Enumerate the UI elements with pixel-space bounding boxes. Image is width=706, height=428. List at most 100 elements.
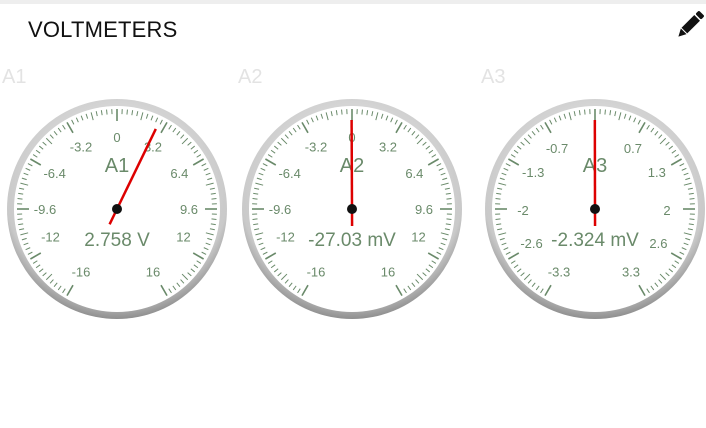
gauge-tick-mark (505, 163, 511, 167)
gauge-tick-mark (407, 285, 412, 291)
gauge-tick-mark (658, 279, 663, 284)
gauge-tick-mark (21, 237, 27, 241)
gauge-tick-mark (20, 232, 29, 236)
gauge-tick-mark (297, 288, 301, 294)
gauge-tick-mark (172, 285, 177, 291)
gauge-tick-mark (280, 137, 288, 145)
edit-button[interactable] (672, 6, 706, 46)
gauge-tick-label: -2 (517, 203, 529, 218)
gauge-tick-mark (262, 251, 268, 255)
gauge-tick-mark (510, 260, 516, 264)
gauge-tick-mark (501, 172, 507, 176)
gauge-tick-mark (21, 177, 27, 181)
gauge-tick-mark (254, 228, 260, 231)
gauge-tick-mark (260, 247, 266, 251)
gauge-tick-mark (544, 284, 552, 297)
gauge-tick-mark (415, 279, 420, 284)
gauge-tick-mark (665, 141, 670, 146)
gauge-tick-mark (35, 264, 41, 269)
gauge-tick-mark (273, 268, 279, 273)
gauge-tick-label: -3.3 (548, 264, 570, 279)
gauge-tick-label: -12 (276, 230, 295, 245)
gauge-tick-mark (395, 121, 403, 134)
gauge-tick-mark (411, 130, 416, 136)
gauge-tick-mark (90, 112, 94, 121)
gauge-reading: -27.03 mV (308, 230, 396, 251)
gauge-tick-mark (427, 252, 440, 260)
gauge-tick-mark (192, 158, 205, 166)
gauge-tick-mark (306, 119, 310, 125)
gauge-tick-mark (436, 163, 442, 167)
gauge-tick-mark (438, 247, 444, 251)
gauge-tick-mark (160, 284, 168, 297)
gauge-tick-mark (196, 154, 202, 158)
gauge-tick-label: 3.3 (622, 264, 640, 279)
gauge-tick-label: -6.4 (43, 166, 65, 181)
gauge-tick-mark (66, 121, 74, 134)
gauge-tick-mark (654, 130, 659, 136)
gauge-tick-mark (558, 115, 562, 121)
gauge-tick-mark (181, 273, 189, 281)
gauge-tick-mark (527, 134, 532, 139)
gauge-tick-mark (446, 218, 452, 220)
gauge-tick-mark (685, 177, 691, 181)
gauge-tick-mark (422, 141, 427, 146)
gauge-tick-mark (687, 187, 693, 190)
gauge-tick-mark (53, 282, 58, 288)
gauge-tick-mark (159, 119, 163, 125)
gauge-tick-mark (252, 218, 258, 220)
gauge-tick-mark (193, 149, 199, 154)
gauge-tick-mark (292, 127, 297, 133)
gauge-tick-mark (192, 252, 205, 260)
gauge-tick-mark (403, 288, 407, 294)
status-strip (0, 0, 706, 4)
gauge-tick-mark (681, 167, 687, 171)
gauge-tick-mark (280, 273, 288, 281)
gauge-tick-mark (403, 124, 407, 130)
gauge-tick-mark (288, 130, 293, 136)
gauge-tick-mark (190, 145, 196, 150)
gauge-tick-mark (267, 154, 273, 158)
gauge-tick-mark (440, 182, 449, 186)
gauge-tick-mark (19, 187, 25, 190)
gauge-tick-mark (544, 121, 552, 134)
gauge-tick-label: -9.6 (269, 202, 291, 217)
gauge-tick-mark (258, 242, 264, 246)
gauge-tick-mark (654, 282, 659, 288)
gauge-tick-mark (145, 113, 149, 119)
gauge-tick-mark (205, 172, 211, 176)
gauge-tick-mark (614, 111, 617, 117)
gauge-tick-mark (17, 198, 23, 200)
gauge-tick-mark (549, 119, 553, 125)
gauge-tick-mark (553, 117, 557, 123)
gauge-tick-mark (207, 177, 213, 181)
gauge-reading: 2.758 V (84, 230, 150, 251)
gauge-tick-mark (499, 177, 505, 181)
gauge-tick-mark (503, 167, 509, 171)
gauge-tick-mark (527, 279, 532, 284)
gauge-tick-mark (445, 192, 451, 195)
gauge-tick-mark (253, 223, 259, 226)
gauge-tick-mark (427, 158, 440, 166)
gauge-tick-label: 16 (146, 264, 160, 279)
gauge-tick-label: -3.2 (305, 140, 327, 155)
gauge-tick-mark (584, 109, 586, 115)
gauge-tick-mark (45, 273, 53, 281)
gauge-tick-mark (416, 273, 424, 281)
gauge-tick-mark (196, 260, 202, 264)
gauge-tick-mark (513, 149, 519, 154)
gauge-tick-mark (75, 117, 79, 123)
gauge-tick-mark (292, 285, 297, 291)
gauge-tick-mark (172, 127, 177, 133)
gauge-tick-mark (18, 192, 24, 195)
gauge-tick-mark (53, 130, 58, 136)
gauge-tick-mark (264, 252, 277, 260)
gauge-tick-mark (416, 137, 424, 145)
gauge-tick-mark (27, 251, 33, 255)
gauge-tick-mark (193, 264, 199, 269)
gauge-tick-mark (578, 110, 581, 116)
gauge-tick-mark (503, 247, 509, 251)
gauge-tick-mark (531, 282, 536, 288)
